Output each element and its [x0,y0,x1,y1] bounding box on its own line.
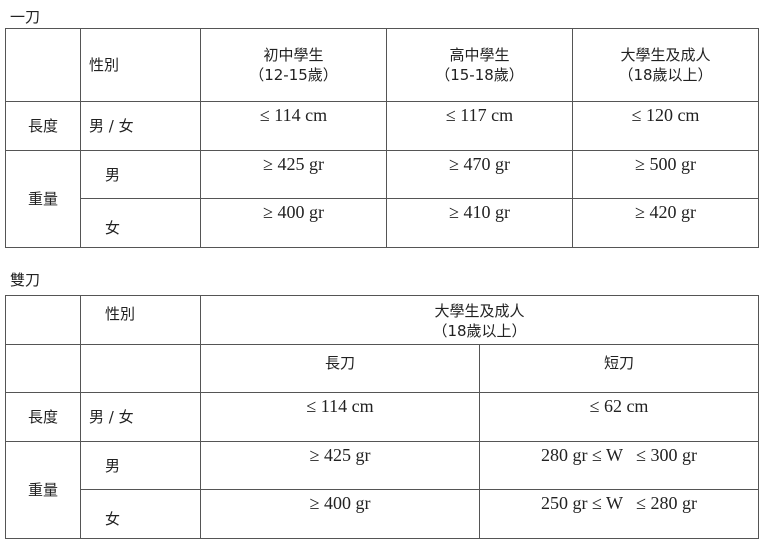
weight-gender-female: 女 [105,219,121,237]
length-gender: 男 / 女 [89,408,134,426]
divider [200,296,201,538]
long-sword-header: 長刀 [324,354,355,372]
weight-value: ≥ 410 gr [449,202,510,222]
divider [80,296,81,538]
weight-value: ≥ 400 gr [263,202,324,222]
column-header-adult: 大學生及成人 （18歲以上） [573,29,758,101]
header-line: 高中學生 [449,46,510,64]
divider [386,29,387,247]
double-sword-title: 雙刀 [10,271,41,289]
length-label: 長度 [27,117,58,135]
header-line: 初中學生 [263,46,324,64]
short-sword-header: 短刀 [603,354,634,372]
length-gender: 男 / 女 [89,117,134,135]
single-sword-table: 性別 初中學生 （12-15歲） 高中學生 （15-18歲） 大學生及成人 （18歲以… [5,28,759,248]
divider [6,441,758,442]
divider [80,198,758,199]
divider [80,489,758,490]
weight-value: 250 gr ≤ W ≤ 280 gr [540,493,698,513]
length-value: ≤ 62 cm [589,396,649,416]
weight-value: ≥ 500 gr [635,154,696,174]
weight-value: ≥ 425 gr [309,445,371,465]
gender-header: 性別 [89,56,120,74]
divider [6,344,758,345]
divider [6,101,758,102]
header-line: 大學生及成人 [620,46,711,64]
weight-value: ≥ 400 gr [309,493,371,513]
weight-value: ≥ 470 gr [449,154,510,174]
divider [572,29,573,247]
divider [200,29,201,247]
length-value: ≤ 120 cm [631,105,700,125]
weight-gender-male: 男 [105,165,121,184]
weight-value: 280 gr ≤ W ≤ 300 gr [540,445,698,465]
single-sword-title: 一刀 [10,8,41,26]
column-header-adult: 大學生及成人 （18歲以上） [201,296,758,344]
header-line: （15-18歲） [435,66,524,84]
divider [6,392,758,393]
weight-gender-female: 女 [105,510,121,528]
weight-value: ≥ 425 gr [263,154,324,174]
length-value: ≤ 117 cm [445,105,514,125]
divider [80,29,81,247]
header-line: （12-15歲） [249,66,338,84]
length-value: ≤ 114 cm [259,105,328,125]
weight-label: 重量 [27,481,58,499]
weight-gender-male: 男 [105,456,121,475]
column-header-senior: 高中學生 （15-18歲） [387,29,572,101]
gender-header: 性別 [105,305,136,323]
header-line: （18歲以上） [432,322,527,340]
length-value: ≤ 114 cm [306,396,374,416]
header-line: 大學生及成人 [434,302,525,320]
column-header-junior: 初中學生 （12-15歲） [201,29,386,101]
length-label: 長度 [27,408,58,426]
weight-value: ≥ 420 gr [635,202,696,222]
divider [6,150,758,151]
weight-label: 重量 [27,190,58,208]
header-line: （18歲以上） [618,66,713,84]
double-sword-table: 性別 大學生及成人 （18歲以上） 長刀 短刀 長度 男 / 女 ≤ 114 cm… [5,295,759,539]
